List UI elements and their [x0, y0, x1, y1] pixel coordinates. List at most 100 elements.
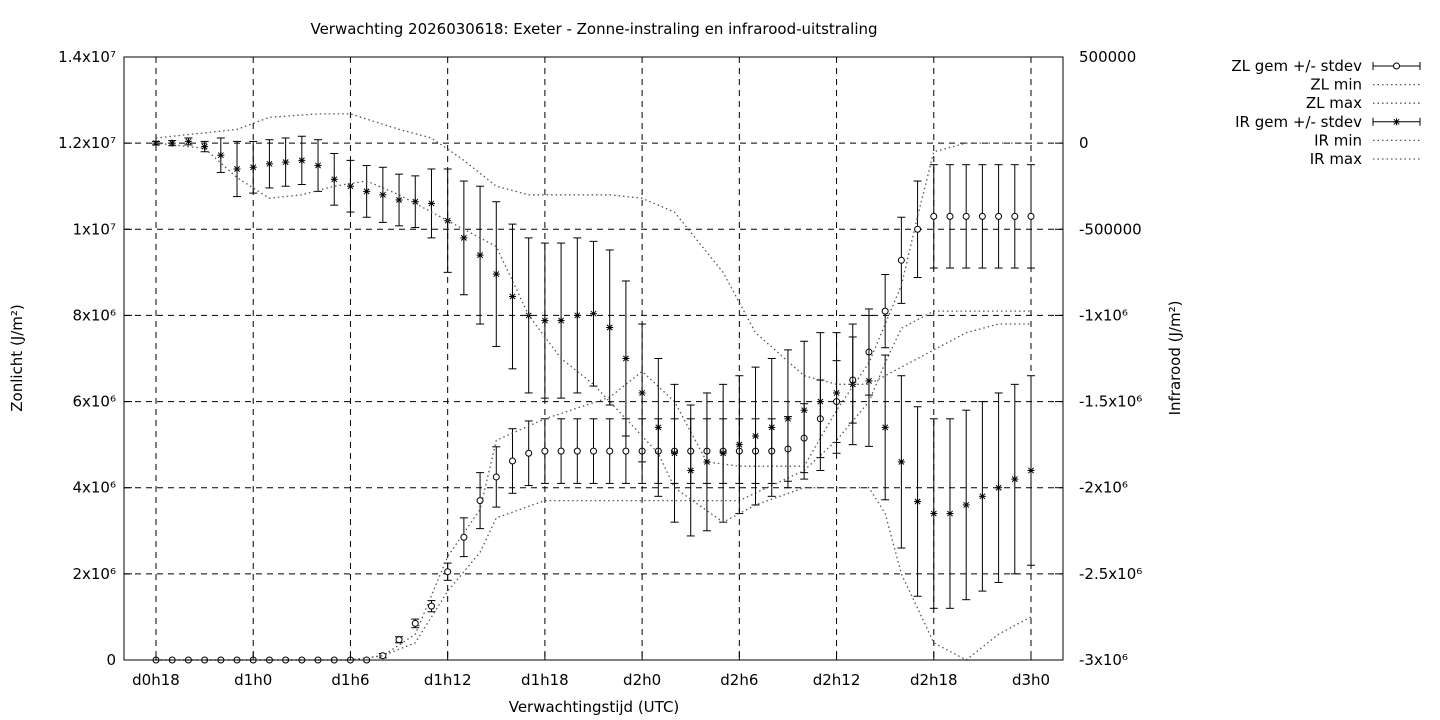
y-tick-label-right: -2.5x10⁶: [1079, 565, 1142, 583]
data-point: [557, 447, 565, 455]
data-point: [978, 492, 986, 500]
data-point: [541, 447, 549, 455]
data-point: [995, 212, 1003, 220]
data-point: [897, 256, 905, 264]
data-point: [298, 156, 306, 164]
data-point: [752, 432, 760, 440]
y-tick-label-right: -2x10⁶: [1079, 479, 1128, 497]
data-point: [265, 160, 273, 168]
data-point: [590, 310, 597, 318]
data-point: [363, 187, 371, 195]
series-line: [155, 142, 1032, 661]
data-point: [217, 151, 225, 159]
data-point: [962, 212, 970, 220]
data-point: [330, 175, 338, 183]
data-point: [525, 449, 533, 457]
x-tick-label: d2h6: [720, 671, 758, 689]
series-zl-gem-stdev: [152, 164, 1035, 664]
grid: [124, 57, 1063, 660]
data-point: [962, 501, 970, 509]
y-tick-label-left: 6x10⁶: [72, 393, 116, 411]
x-tick-label: d0h18: [132, 671, 180, 689]
data-point: [249, 163, 257, 171]
data-point: [460, 533, 468, 541]
data-point: [654, 423, 662, 431]
data-point: [395, 636, 403, 644]
data-point: [897, 458, 905, 466]
data-point: [622, 447, 630, 455]
data-point: [816, 398, 824, 406]
data-point: [508, 457, 516, 465]
data-point: [914, 225, 922, 233]
data-point: [735, 441, 743, 449]
legend-label: IR gem +/- stdev: [1235, 113, 1362, 131]
data-point: [411, 198, 419, 206]
data-point: [606, 323, 614, 331]
x-tick-label: d1h18: [521, 671, 569, 689]
data-point: [1027, 466, 1035, 474]
series-zl-max: [156, 142, 1031, 661]
data-point: [784, 415, 792, 423]
chart-title: Verwachting 2026030618: Exeter - Zonne-i…: [310, 20, 877, 38]
x-tick-label: d3h0: [1012, 671, 1050, 689]
x-tick-label: d1h0: [234, 671, 272, 689]
data-point: [768, 423, 776, 431]
legend-label: IR max: [1310, 150, 1362, 168]
legend-item: ZL min: [1310, 76, 1420, 94]
y-tick-label-left: 1x10⁷: [72, 220, 116, 238]
y-tick-label-left: 4x10⁶: [72, 479, 116, 497]
y-tick-label-right: -1.5x10⁶: [1079, 393, 1142, 411]
series-ir-max: [155, 113, 1031, 385]
data-point: [946, 510, 954, 518]
data-point: [427, 602, 435, 610]
data-point: [184, 137, 192, 145]
data-point: [1027, 212, 1035, 220]
data-point: [833, 389, 841, 397]
legend-item: IR min: [1314, 131, 1420, 149]
data-point: [914, 497, 922, 505]
y-tick-label-right: -3x10⁶: [1079, 651, 1128, 669]
data-point: [930, 212, 938, 220]
y-tick-label-left: 2x10⁶: [72, 565, 116, 583]
data-point: [930, 510, 938, 518]
y-tick-label-left: 8x10⁶: [72, 306, 116, 324]
legend-item: ZL max: [1306, 94, 1420, 112]
data-point: [881, 307, 889, 315]
x-tick-label: d2h18: [910, 671, 958, 689]
series-ir-gem-stdev: [152, 135, 1035, 609]
y-tick-label-right: -1x10⁶: [1079, 306, 1128, 324]
data-point: [622, 355, 630, 362]
series-line: [156, 142, 1031, 661]
data-point: [800, 406, 808, 414]
data-point: [314, 162, 322, 170]
y-tick-label-right: 0: [1079, 134, 1089, 152]
data-point: [492, 473, 500, 481]
data-point: [703, 458, 711, 466]
axis-ticks: 0 -3x10⁶ 2x10⁶ -2.5x10⁶ 4x10⁶ -2x10⁶ 6x10⁶ -1.5…: [58, 48, 1142, 689]
data-point: [1393, 118, 1400, 126]
data-point: [395, 196, 403, 204]
data-point: [460, 234, 468, 242]
data-point: [476, 251, 484, 259]
legend-label: ZL max: [1306, 94, 1362, 112]
data-point: [638, 389, 646, 397]
data-point: [687, 466, 695, 474]
legend-label: IR min: [1314, 131, 1362, 149]
x-tick-label: d1h6: [331, 671, 369, 689]
data-point: [444, 568, 452, 576]
legend-label: ZL gem +/- stdev: [1231, 57, 1362, 75]
y-tick-label-right: -500000: [1079, 220, 1142, 238]
data-point: [865, 377, 873, 385]
y-tick-label-right: 500000: [1079, 48, 1136, 66]
y-tick-label-left: 1.4x10⁷: [58, 48, 116, 66]
data-point: [379, 652, 387, 660]
data-point: [978, 212, 986, 220]
series-ir-min: [155, 142, 1032, 661]
data-point: [492, 270, 500, 278]
x-axis-label: Verwachtingstijd (UTC): [509, 698, 680, 716]
data-point: [881, 423, 889, 431]
legend-label: ZL min: [1310, 76, 1362, 94]
y-tick-label-left: 0: [106, 651, 116, 669]
